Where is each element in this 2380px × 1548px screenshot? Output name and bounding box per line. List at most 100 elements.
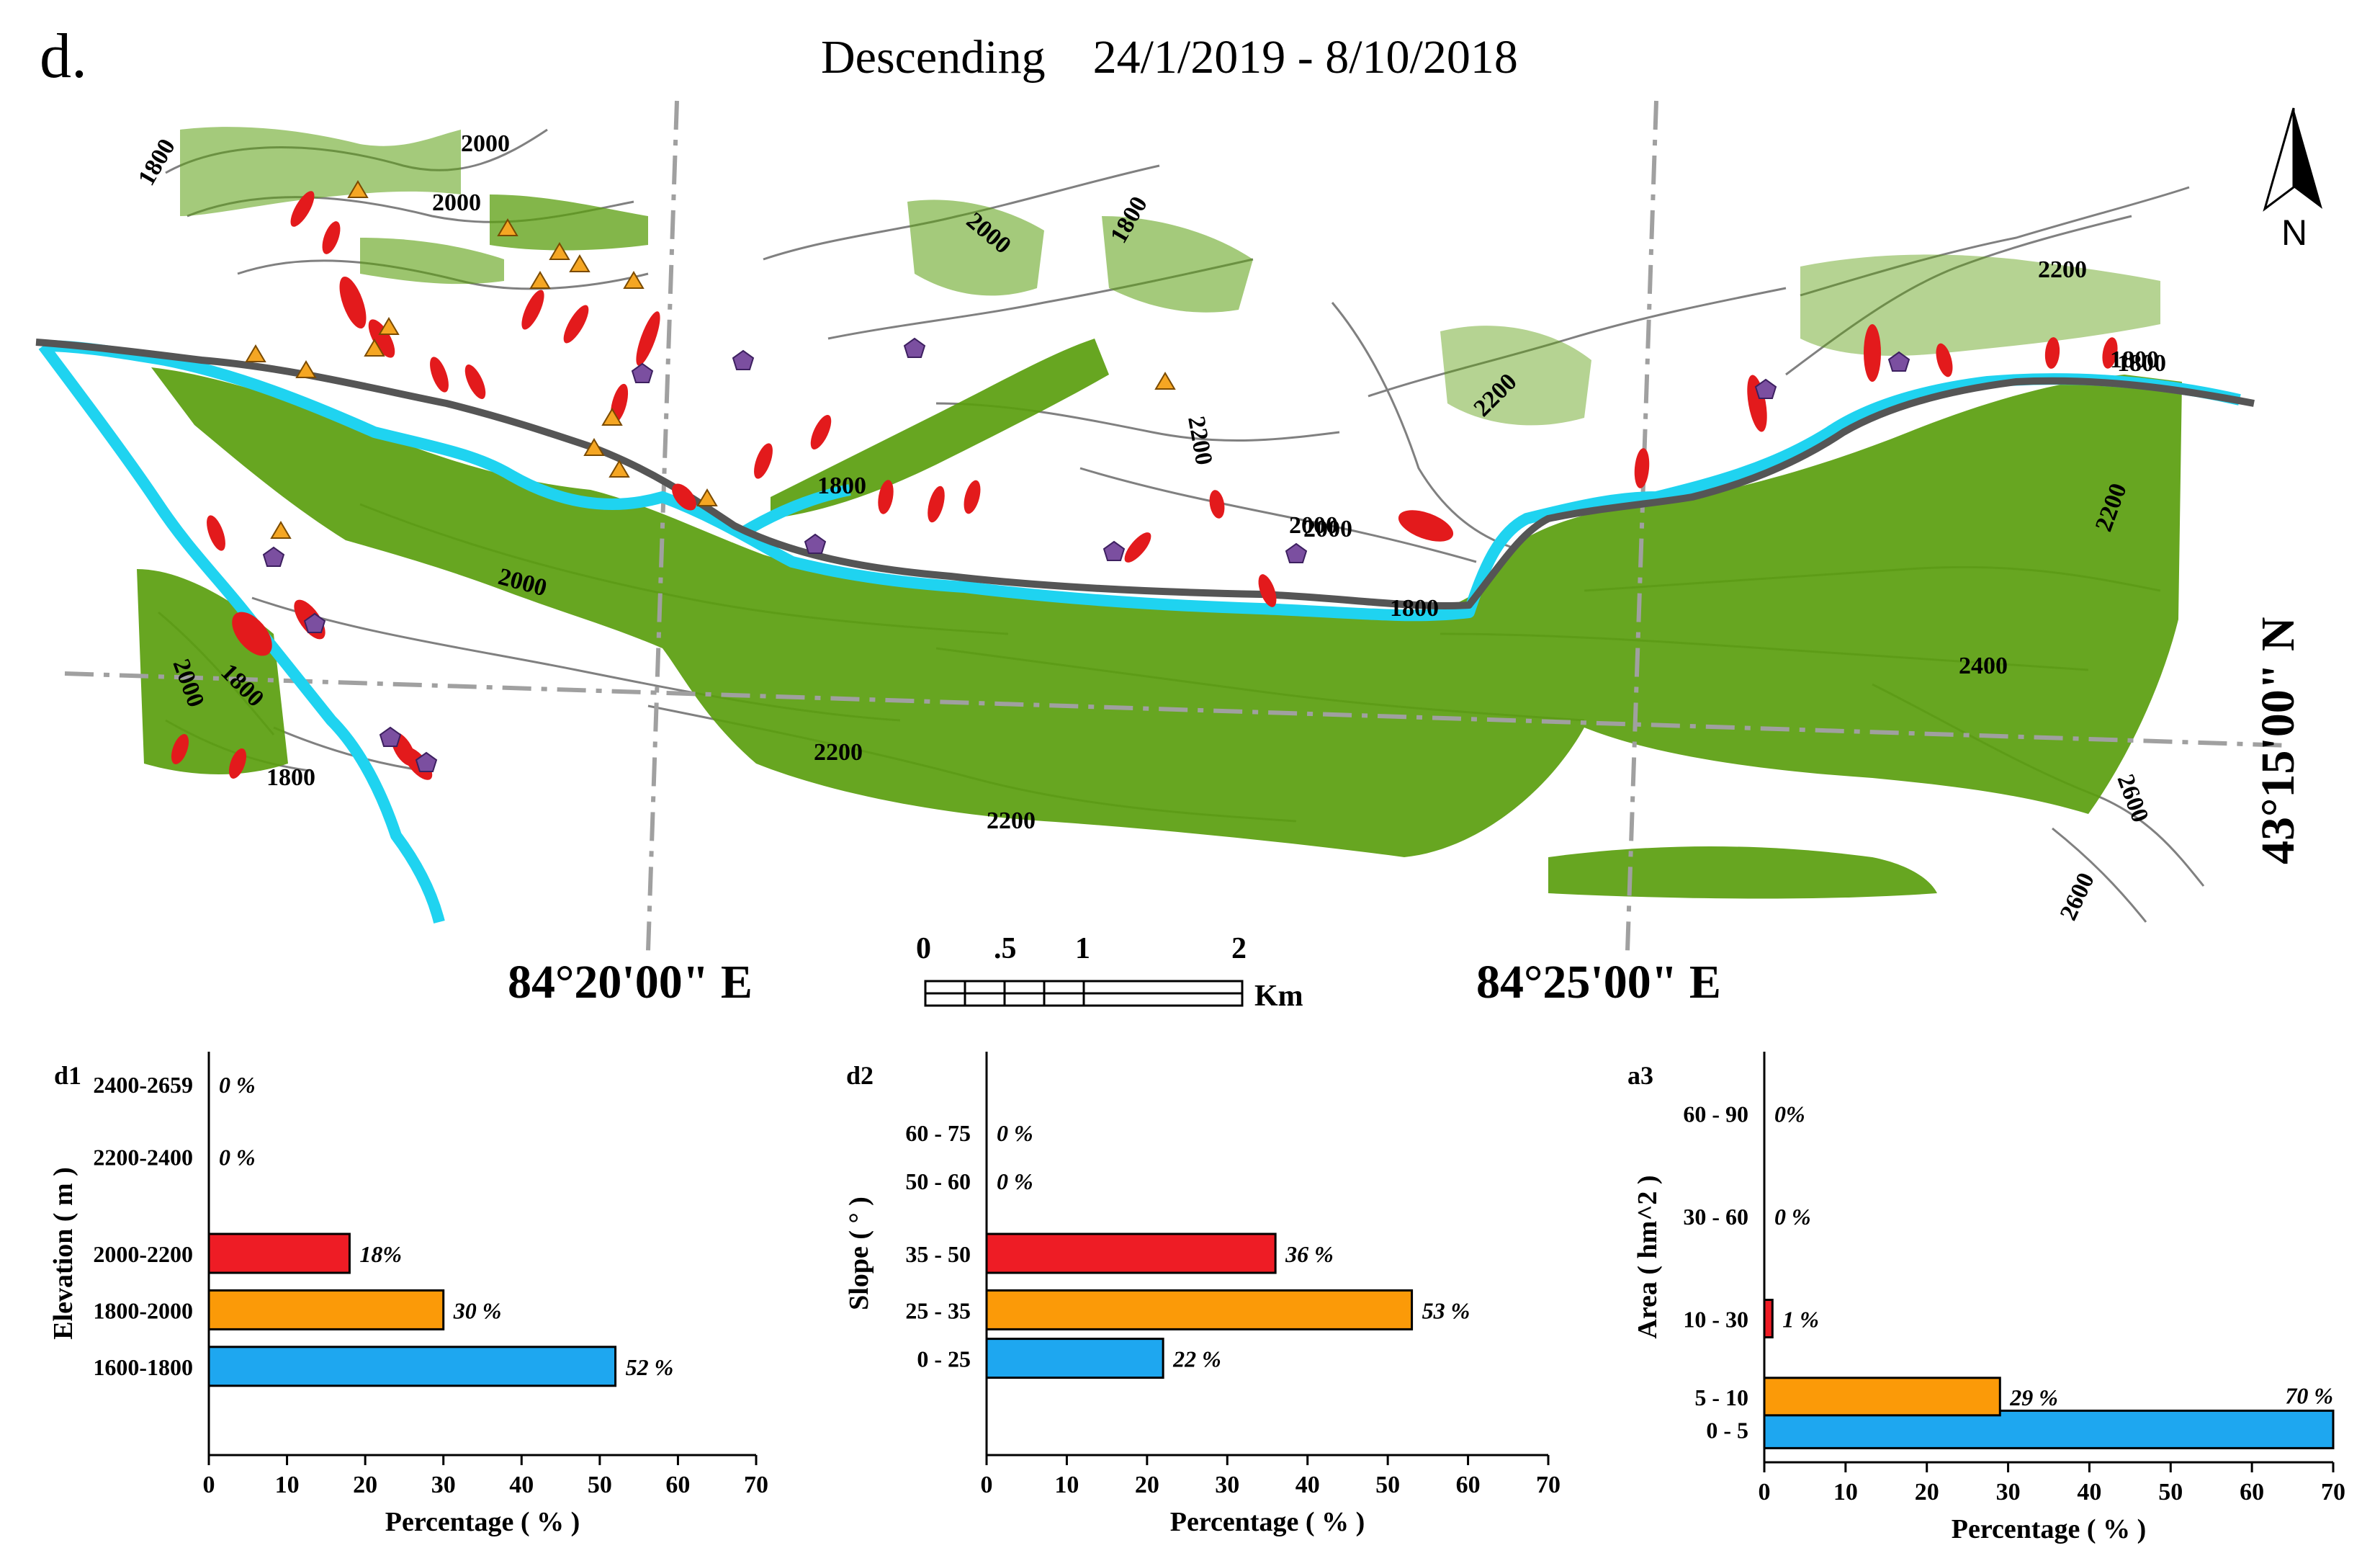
contour-label: 1800	[817, 473, 866, 499]
x-tick-label: 60	[2240, 1479, 2264, 1506]
bar	[207, 1232, 351, 1274]
map-canvas: 1800 2000 2000 2000 1800 2200 1800 2200 …	[35, 100, 2322, 1008]
value-label: 52 %	[626, 1354, 674, 1380]
x-tick-label: 60	[1456, 1472, 1481, 1498]
coordinate-grid	[64, 100, 2291, 952]
river	[38, 340, 2241, 923]
x-tick-label: 30	[431, 1472, 456, 1498]
y-axis-label: Slope ( ° )	[844, 1196, 874, 1310]
value-label: 0 %	[997, 1168, 1033, 1194]
contour-label: 2200	[987, 807, 1036, 834]
value-label: 36 %	[1285, 1241, 1334, 1267]
contour-label: 2400	[1959, 653, 2008, 679]
lon-label-west: 84°20'00" E	[508, 956, 753, 1008]
contour-label: 1800	[133, 135, 181, 190]
x-tick-label: 30	[1215, 1472, 1239, 1498]
pentagon-markers	[262, 337, 1910, 772]
contour-label: 2600	[2055, 869, 2100, 924]
value-label: 0 %	[997, 1120, 1033, 1146]
bar	[1763, 1299, 1774, 1338]
contour-label: 2000	[1289, 512, 1338, 539]
x-tick-label: 20	[1135, 1472, 1159, 1498]
x-tick-label: 70	[2321, 1479, 2345, 1506]
bar	[207, 1346, 617, 1387]
value-label: 30 %	[453, 1297, 502, 1323]
value-label: 0 %	[219, 1072, 256, 1098]
vegetation-area	[137, 127, 2182, 899]
landslide-patches	[171, 191, 2118, 780]
x-tick-label: 10	[1054, 1472, 1079, 1498]
chart-d2: d2 0 10 20 30 40 50 60 70 Percentage ( % ) Slope (…	[844, 1052, 1561, 1537]
chart-panel-label: d1	[54, 1061, 81, 1090]
north-arrow-icon: N	[2263, 107, 2322, 253]
contour-label: 2200	[814, 739, 863, 766]
category-label: 2400-2659	[93, 1072, 193, 1098]
value-label: 53 %	[1422, 1297, 1470, 1323]
category-label: 1800-2000	[93, 1297, 193, 1323]
north-label: N	[2281, 212, 2307, 253]
scale-tick-2: 2	[1231, 932, 1247, 965]
bar	[207, 1289, 445, 1330]
value-label: 0 %	[1774, 1204, 1811, 1230]
lat-label: 43°15'00" N	[2252, 617, 2304, 864]
category-label: 5 - 10	[1694, 1384, 1748, 1410]
scale-bar: 0 .5 1 2 Km	[916, 932, 1303, 1008]
x-tick-label: 70	[744, 1472, 768, 1498]
x-tick-label: 0	[203, 1472, 215, 1498]
triangle-markers	[245, 180, 1176, 539]
category-label: 30 - 60	[1683, 1204, 1748, 1230]
category-label: 60 - 75	[905, 1120, 971, 1146]
x-tick-label: 10	[1833, 1479, 1858, 1506]
y-axis-label: Elevation ( m )	[48, 1167, 78, 1340]
category-label: 0 - 25	[917, 1346, 971, 1372]
scale-tick-0: 0	[916, 932, 931, 965]
value-label: 1 %	[1782, 1307, 1819, 1333]
category-label: 35 - 50	[905, 1241, 971, 1267]
bar	[1763, 1377, 2001, 1417]
contour-label: 2600	[2111, 771, 2153, 826]
contour-label: 2000	[1303, 516, 1352, 542]
value-label: 18%	[359, 1241, 402, 1267]
x-axis-label: Percentage ( % )	[1170, 1507, 1365, 1537]
x-tick-label: 50	[1375, 1472, 1400, 1498]
lon-label-east: 84°25'00" E	[1476, 956, 1721, 1008]
bar	[985, 1289, 1414, 1330]
bar	[985, 1232, 1277, 1274]
y-axis-label: Area ( hm^2 )	[1633, 1175, 1663, 1338]
scale-unit: Km	[1254, 980, 1303, 1008]
category-label: 2200-2400	[93, 1145, 193, 1171]
x-tick-label: 60	[665, 1472, 690, 1498]
chart-panel-label: d2	[846, 1061, 874, 1090]
x-tick-label: 0	[981, 1472, 993, 1498]
contour-label: 2000	[461, 130, 510, 157]
value-label: 29 %	[2009, 1384, 2058, 1410]
contour-label: 2200	[1182, 414, 1217, 467]
x-axis-label: Percentage ( % )	[1952, 1514, 2146, 1544]
contour-label: 1800	[266, 764, 315, 791]
x-tick-label: 40	[1295, 1472, 1320, 1498]
value-label: 0%	[1774, 1101, 1805, 1127]
x-tick-label: 50	[588, 1472, 612, 1498]
category-label: 1600-1800	[93, 1354, 193, 1380]
x-tick-label: 50	[2158, 1479, 2183, 1506]
category-label: 0 - 5	[1706, 1417, 1748, 1443]
contour-label: 2200	[2038, 256, 2087, 283]
road	[35, 339, 2255, 609]
category-label: 60 - 90	[1683, 1101, 1748, 1127]
x-tick-label: 40	[2077, 1479, 2101, 1506]
value-label: 0 %	[219, 1145, 256, 1171]
contour-label: 2000	[432, 189, 481, 216]
x-tick-label: 10	[275, 1472, 300, 1498]
x-tick-label: 70	[1536, 1472, 1561, 1498]
map-title: Descending 24/1/2019 - 8/10/2018	[821, 31, 1518, 84]
contour-label: 1800	[2117, 350, 2166, 377]
contour-label: 1800	[1390, 595, 1439, 622]
category-label: 10 - 30	[1683, 1307, 1748, 1333]
chart-panel-label: a3	[1627, 1061, 1653, 1090]
scale-tick-half: .5	[994, 932, 1017, 965]
category-label: 25 - 35	[905, 1297, 971, 1323]
category-label: 50 - 60	[905, 1168, 971, 1194]
bar	[985, 1338, 1164, 1379]
x-tick-label: 30	[1996, 1479, 2021, 1506]
scale-tick-1: 1	[1075, 932, 1090, 965]
